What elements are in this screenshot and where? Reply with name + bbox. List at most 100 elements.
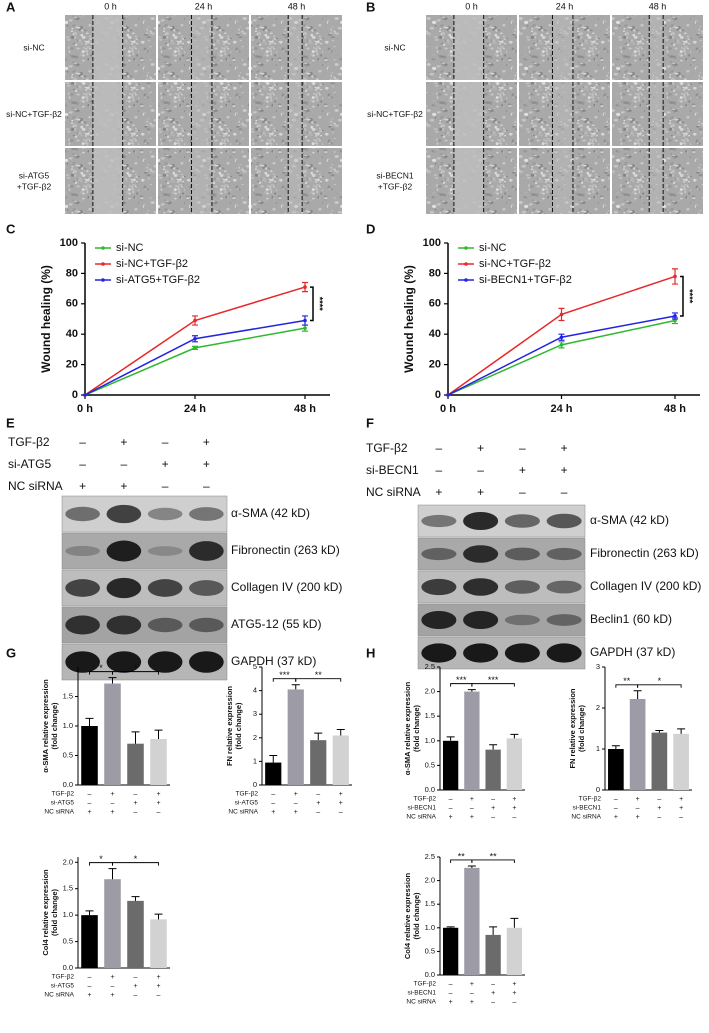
time-label: 24 h [195,1,213,11]
y-axis-label: (fold change) [412,704,421,752]
error-bar [677,728,686,734]
legend-label: si-NC+TGF-β2 [116,258,188,270]
band-label: Fibronectin (263 kD) [231,543,340,557]
error-bar [131,896,140,901]
bar [127,900,144,968]
blot-band [463,545,499,563]
condition-sign: + [636,814,640,821]
blot-band [106,540,142,562]
condition-sign: – [134,809,138,816]
x-tick-label: 0 h [77,403,93,415]
legend-label: si-NC [479,242,507,254]
blot-band [65,651,100,673]
blot-band [65,615,100,635]
significance-label: **** [685,289,695,304]
condition-sign: + [657,805,661,812]
x-tick-label: 48 h [294,403,316,415]
wound-gap [288,82,303,146]
blot-band [546,580,582,594]
condition-sign: + [636,796,640,803]
condition-sign: – [79,435,86,449]
condition-sign: + [435,485,442,499]
blot-band [421,547,457,561]
bar [485,749,501,790]
significance-label: * [134,854,138,864]
bar [81,726,98,785]
condition-sign: – [157,992,161,999]
wound-image [612,148,703,214]
significance-label: ** [458,851,466,861]
panel-label: G [6,645,16,660]
row-label: si-NC+TGF-β2 [6,109,62,119]
blot-band [421,610,457,630]
condition-label: TGF-β2 [413,796,436,803]
condition-sign: + [449,814,453,821]
bar [150,738,167,785]
bar [81,915,98,968]
condition-sign: – [449,981,453,988]
wound-gap [191,148,212,214]
data-point [193,336,197,341]
error-bar [336,729,345,736]
y-axis-label: (fold change) [577,704,586,752]
condition-sign: + [203,435,210,449]
data-point [446,393,450,397]
band-label: α-SMA (42 kD) [231,506,310,520]
data-point [303,318,307,323]
condition-sign: + [294,791,298,798]
condition-sign: + [120,435,127,449]
condition-sign: – [316,809,320,816]
condition-sign: – [88,983,92,990]
y-tick-label: 80 [429,267,441,279]
y-axis-label: Wound healing (%) [402,265,416,373]
condition-sign: – [491,796,495,803]
condition-sign: – [111,800,115,807]
bar [265,762,282,785]
band-label: Fibronectin (263 kD) [590,546,699,560]
wound-gap [552,15,573,80]
condition-sign: + [156,983,160,990]
wound-image [158,15,249,80]
blot-band [504,547,540,561]
condition-sign: + [512,990,516,997]
bar [464,691,480,790]
wound-gap [92,82,123,146]
y-tick-label: 4 [253,686,257,695]
condition-sign: + [156,800,160,807]
y-tick-label: 2.5 [425,852,435,861]
blot-band [504,643,540,663]
blot-band [147,651,183,673]
legend-label: si-BECN1+TGF-β2 [479,274,572,286]
bar [104,879,121,968]
condition-sign: – [436,441,443,455]
condition-sign: + [120,479,127,493]
row-label: si-NC [23,42,44,52]
y-tick-label: 5 [253,662,257,671]
legend-marker [101,278,105,282]
condition-sign: + [203,457,210,471]
condition-label: NC siRNA [8,479,63,493]
condition-sign: + [156,974,160,981]
condition-sign: + [316,800,320,807]
condition-sign: – [679,814,683,821]
condition-sign: – [316,791,320,798]
wound-image [251,148,342,214]
condition-sign: + [110,809,114,816]
condition-sign: + [294,809,298,816]
y-tick-label: 0.0 [63,780,73,789]
condition-sign: + [470,814,474,821]
significance-bracket [112,671,159,675]
significance-label: * [99,663,103,673]
bar [442,740,459,790]
blot-band [106,651,142,673]
legend-marker [464,262,468,266]
condition-sign: – [470,990,474,997]
y-tick-label: 1 [253,756,257,765]
x-tick-label: 0 h [440,403,456,415]
bar [464,867,480,975]
error-bar [154,913,163,920]
blot-band [421,514,457,528]
condition-sign: – [111,983,115,990]
error-bar [467,689,476,692]
error-bar [446,926,455,928]
